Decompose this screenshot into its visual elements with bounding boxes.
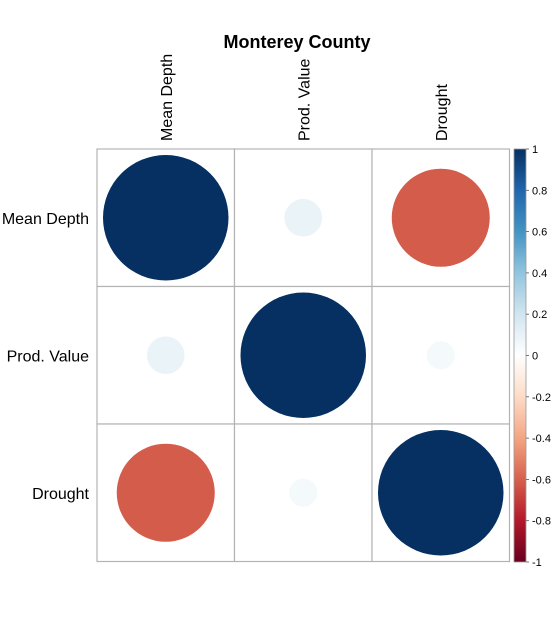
colorbar-tick-label: 0.6: [532, 227, 547, 239]
correlation-circle: [378, 430, 504, 556]
correlation-circle: [284, 198, 323, 237]
colorbar: 1 0.8 0.6 0.4 0.2 0 -0.2 -0.4 -0.6 -0.8 -1: [513, 144, 551, 569]
row-label: Prod. Value: [7, 348, 90, 365]
colorbar-tick-label: 1: [532, 144, 538, 156]
labels-layer: Mean Depth Prod. Value Drought Mean Depth Pr…: [2, 54, 451, 503]
correlation-circle: [146, 336, 185, 375]
circles-layer: [103, 155, 504, 556]
colorbar-gradient: [513, 148, 527, 563]
correlation-circle: [240, 292, 366, 418]
colorbar-tick-label: -0.6: [532, 474, 551, 486]
correlation-circle: [391, 168, 490, 267]
row-label: Drought: [32, 486, 89, 503]
correlation-circle: [426, 341, 455, 370]
column-label: Prod. Value: [296, 58, 313, 141]
correlation-circle: [103, 155, 229, 281]
correlation-circle: [289, 478, 318, 507]
chart-title: Monterey County: [223, 32, 370, 52]
row-label: Mean Depth: [2, 211, 89, 228]
colorbar-tick-label: 0.8: [532, 185, 547, 197]
colorbar-tick-label: 0.2: [532, 309, 547, 321]
colorbar-tick-label: 0: [532, 351, 538, 363]
column-label: Mean Depth: [159, 54, 176, 141]
colorbar-tick-label: -0.4: [532, 433, 551, 445]
correlation-circle: [116, 443, 215, 542]
colorbar-tick-label: 0.4: [532, 268, 547, 280]
colorbar-tick-label: -1: [532, 557, 542, 569]
colorbar-tick-label: -0.8: [532, 516, 551, 528]
colorbar-tick-label: -0.2: [532, 392, 551, 404]
column-label: Drought: [434, 84, 451, 141]
